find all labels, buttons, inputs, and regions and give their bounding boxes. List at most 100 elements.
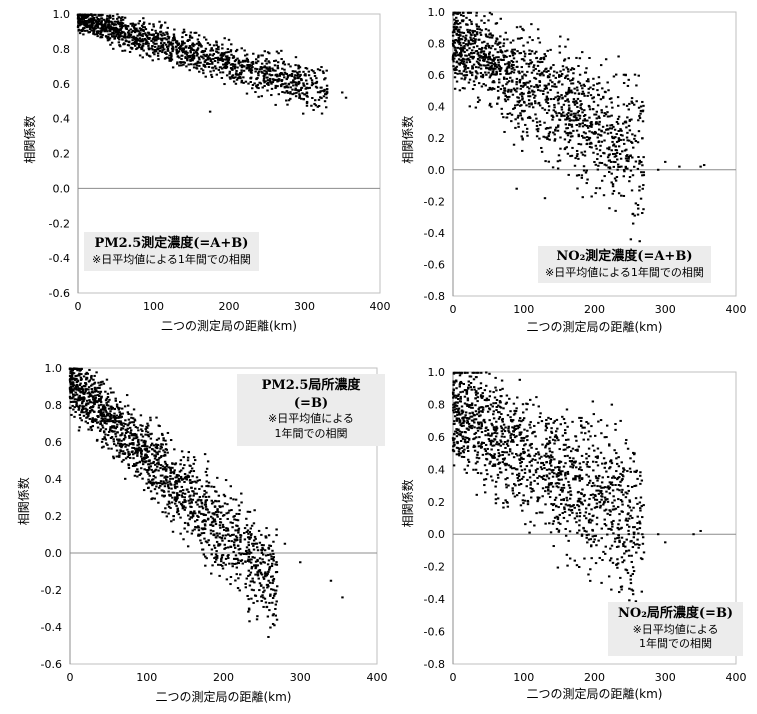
data-point — [211, 54, 215, 57]
data-point — [581, 111, 584, 114]
data-point — [79, 417, 82, 420]
data-point — [486, 35, 489, 38]
data-point — [155, 416, 158, 419]
data-point — [147, 42, 150, 45]
data-point — [489, 460, 492, 463]
data-point — [229, 583, 232, 586]
data-point — [228, 72, 231, 75]
data-point — [476, 45, 479, 48]
data-point — [139, 29, 142, 32]
data-point — [240, 81, 243, 84]
data-point — [473, 42, 476, 45]
data-point — [623, 170, 626, 173]
data-point — [467, 11, 471, 14]
data-point — [544, 68, 547, 71]
data-point — [460, 31, 464, 34]
data-point — [77, 405, 80, 408]
data-point — [297, 76, 300, 79]
data-point — [555, 114, 559, 117]
data-point — [95, 421, 99, 424]
data-point — [517, 479, 520, 482]
data-point — [106, 413, 109, 416]
data-point — [477, 423, 481, 426]
data-point — [526, 86, 529, 89]
data-point — [265, 536, 268, 539]
data-point — [479, 382, 483, 385]
data-point — [453, 23, 456, 26]
data-point — [109, 43, 112, 46]
data-point — [535, 396, 538, 399]
data-point — [542, 58, 546, 61]
data-point — [281, 67, 284, 70]
data-point — [70, 367, 74, 370]
data-point — [522, 50, 526, 53]
data-point — [574, 475, 577, 478]
data-point — [622, 103, 626, 106]
data-point — [192, 462, 195, 465]
data-point — [638, 160, 641, 163]
data-point — [175, 52, 179, 55]
data-point — [507, 464, 511, 467]
data-point — [545, 70, 548, 73]
data-point — [142, 444, 146, 447]
data-point — [225, 529, 228, 532]
data-point — [237, 504, 241, 507]
data-point — [263, 73, 267, 76]
data-point — [78, 24, 81, 27]
data-point — [164, 443, 168, 446]
data-point — [590, 195, 593, 198]
data-point — [200, 501, 203, 504]
data-point — [145, 53, 149, 56]
data-point — [567, 480, 570, 483]
data-point — [488, 86, 491, 89]
data-point — [294, 64, 297, 67]
data-point — [454, 67, 457, 70]
data-point — [246, 58, 249, 61]
data-point — [93, 27, 96, 30]
data-point — [472, 30, 475, 33]
data-point — [471, 31, 475, 34]
data-point — [193, 492, 196, 495]
data-point — [264, 535, 267, 538]
data-point — [611, 525, 614, 528]
data-point — [503, 98, 507, 101]
data-point — [596, 136, 599, 139]
data-point — [518, 431, 522, 434]
data-point — [554, 110, 557, 113]
data-point — [484, 84, 487, 87]
data-point — [133, 474, 137, 477]
data-point — [174, 502, 177, 505]
data-point — [171, 477, 175, 480]
data-point — [107, 21, 110, 24]
data-point — [566, 77, 570, 80]
data-point — [476, 52, 479, 55]
data-point — [78, 394, 81, 397]
data-point — [244, 80, 248, 83]
data-point — [521, 149, 524, 152]
data-point — [489, 74, 492, 77]
data-point — [151, 48, 154, 51]
data-point — [567, 90, 571, 93]
data-point — [527, 81, 530, 84]
data-point — [567, 100, 570, 103]
data-point — [116, 431, 119, 434]
data-point — [582, 131, 586, 134]
data-point — [98, 429, 102, 432]
data-point — [481, 74, 485, 77]
data-point — [283, 63, 287, 66]
data-point — [153, 488, 157, 491]
data-point — [254, 70, 257, 73]
data-point — [139, 451, 143, 454]
data-point — [81, 405, 84, 408]
data-point — [248, 584, 252, 587]
data-point — [573, 164, 577, 167]
data-point — [113, 32, 116, 35]
data-point — [604, 91, 607, 94]
data-point — [571, 82, 575, 85]
data-point — [614, 155, 618, 158]
data-point — [451, 56, 455, 59]
data-point — [458, 454, 461, 457]
data-point — [130, 429, 133, 432]
data-point — [190, 54, 194, 57]
data-point — [536, 28, 540, 31]
